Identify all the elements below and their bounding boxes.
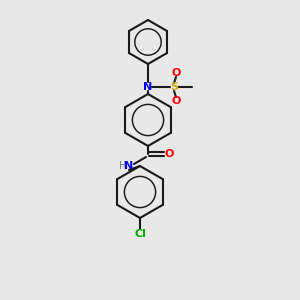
Text: O: O	[164, 149, 174, 159]
Text: N: N	[124, 161, 134, 171]
Text: O: O	[171, 68, 181, 78]
Text: S: S	[170, 82, 178, 92]
Text: H: H	[119, 161, 127, 171]
Text: N: N	[143, 82, 153, 92]
Text: O: O	[171, 96, 181, 106]
Text: Cl: Cl	[134, 229, 146, 239]
